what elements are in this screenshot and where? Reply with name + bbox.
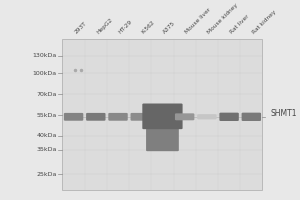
Text: 100kDa: 100kDa — [33, 71, 57, 76]
Text: Mouse liver: Mouse liver — [185, 7, 212, 35]
FancyBboxPatch shape — [197, 114, 217, 119]
Text: 70kDa: 70kDa — [37, 92, 57, 97]
Text: K-562: K-562 — [140, 20, 155, 35]
FancyBboxPatch shape — [86, 113, 106, 121]
FancyBboxPatch shape — [62, 39, 262, 190]
Text: 35kDa: 35kDa — [37, 147, 57, 152]
Text: HepG2: HepG2 — [96, 17, 114, 35]
Text: SHMT1: SHMT1 — [271, 109, 297, 118]
FancyBboxPatch shape — [175, 113, 194, 120]
FancyBboxPatch shape — [142, 104, 183, 129]
Text: Mouse kidney: Mouse kidney — [207, 3, 239, 35]
Text: 130kDa: 130kDa — [33, 53, 57, 58]
Text: A375: A375 — [163, 21, 177, 35]
Text: Rat kidney: Rat kidney — [251, 9, 277, 35]
FancyBboxPatch shape — [130, 113, 150, 121]
FancyBboxPatch shape — [219, 113, 239, 121]
Text: Rat liver: Rat liver — [229, 14, 250, 35]
Text: 25kDa: 25kDa — [37, 172, 57, 177]
FancyBboxPatch shape — [108, 113, 128, 121]
Text: HT-29: HT-29 — [118, 19, 134, 35]
FancyBboxPatch shape — [146, 128, 179, 151]
Text: 55kDa: 55kDa — [37, 113, 57, 118]
FancyBboxPatch shape — [64, 113, 83, 121]
Text: 40kDa: 40kDa — [37, 133, 57, 138]
Text: 293T: 293T — [74, 21, 88, 35]
FancyBboxPatch shape — [242, 113, 261, 121]
